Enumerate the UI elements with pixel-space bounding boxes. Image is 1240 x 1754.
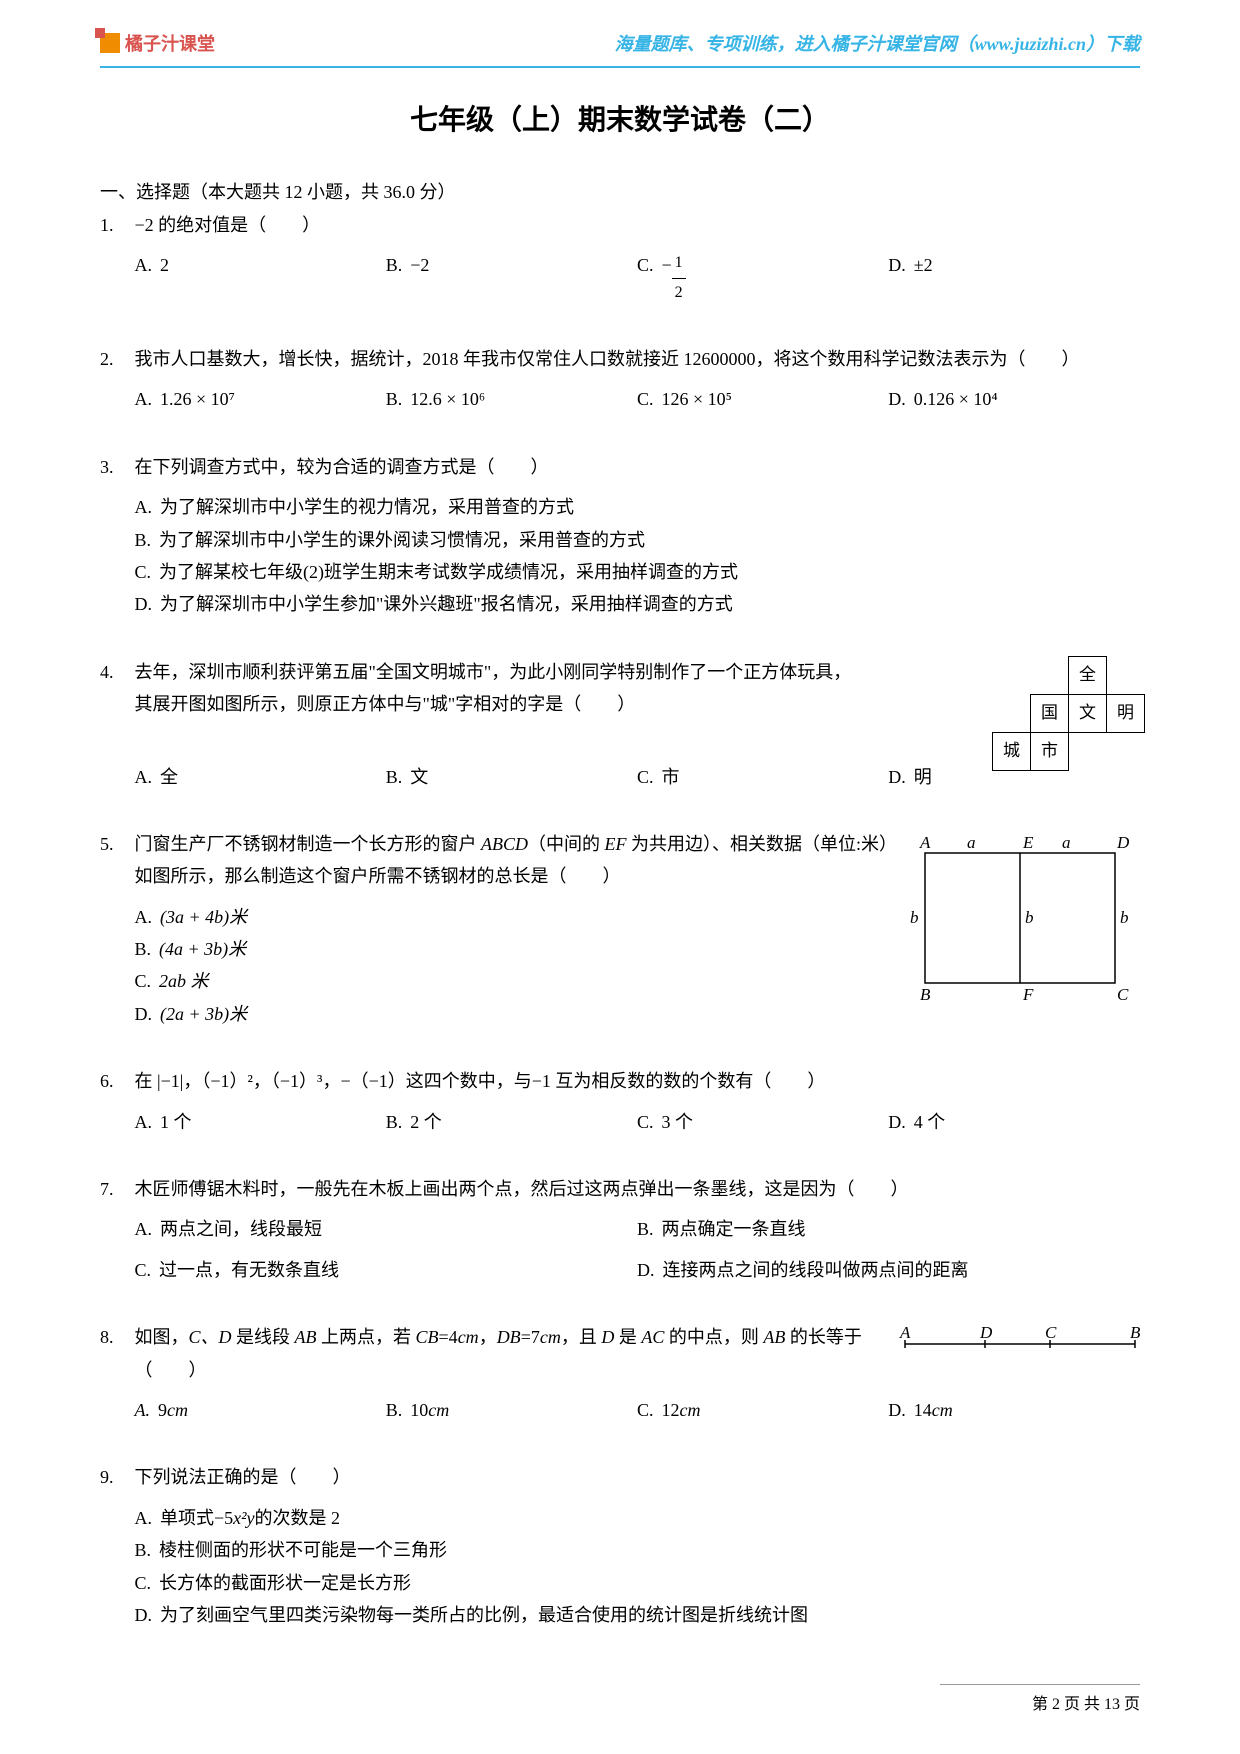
q4-options: A.全 B.文 C.市 D.明 <box>135 761 1140 793</box>
question-9: 9. 下列说法正确的是（ ） A.单项式−5x²y的次数是 2 B.棱柱侧面的形… <box>100 1461 1140 1631</box>
content-body: 七年级（上）期末数学试卷（二） 一、选择题（本大题共 12 小题，共 36.0 … <box>0 98 1240 1631</box>
q3-option-c: C.为了解某校七年级(2)班学生期末考试数学成绩情况，采用抽样调查的方式 <box>135 556 1140 588</box>
question-5: 5. 门窗生产厂不锈钢材制造一个长方形的窗户 ABCD（中间的 EF 为共用边）… <box>100 828 1140 1030</box>
q3-option-b: B.为了解深圳市中小学生的课外阅读习惯情况，采用普查的方式 <box>135 524 1140 556</box>
page-footer: 第 2 页 共 13 页 <box>940 1684 1140 1714</box>
svg-text:a: a <box>967 833 976 852</box>
q7-options-row2: C.过一点，有无数条直线 D.连接两点之间的线段叫做两点间的距离 <box>135 1254 1140 1286</box>
q5-number: 5. <box>100 828 130 860</box>
svg-text:D: D <box>1116 833 1130 852</box>
svg-text:E: E <box>1022 833 1034 852</box>
q7-options-row1: A.两点之间，线段最短 B.两点确定一条直线 <box>135 1213 1140 1245</box>
q8-option-a: A.9cm <box>135 1394 386 1426</box>
q8-option-c: C.12cm <box>637 1394 888 1426</box>
logo: 橘子汁课堂 <box>100 30 215 56</box>
q8-text: 如图，C、D 是线段 AB 上两点，若 CB=4cm，DB=7cm，且 D 是 … <box>135 1321 895 1386</box>
q7-option-d: D.连接两点之间的线段叫做两点间的距离 <box>637 1254 1140 1286</box>
section-1-header: 一、选择题（本大题共 12 小题，共 36.0 分） <box>100 178 1140 204</box>
q2-number: 2. <box>100 343 130 375</box>
q1-option-d: D.±2 <box>888 249 1139 308</box>
q6-option-d: D.4 个 <box>888 1106 1139 1138</box>
q9-text: 下列说法正确的是（ ） <box>135 1467 351 1487</box>
q6-option-a: A.1 个 <box>135 1106 386 1138</box>
q1-option-c: C.−12 <box>637 249 888 308</box>
svg-text:B: B <box>1130 1326 1141 1342</box>
svg-text:C: C <box>1117 985 1129 1004</box>
logo-icon <box>100 33 120 53</box>
question-4: 4. 去年，深圳市顺利获评第五届"全国文明城市"，为此小刚同学特别制作了一个正方… <box>100 656 1140 793</box>
q4-option-a: A.全 <box>135 761 386 793</box>
q3-option-d: D.为了解深圳市中小学生参加"课外兴趣班"报名情况，采用抽样调查的方式 <box>135 588 1140 620</box>
q6-number: 6. <box>100 1065 130 1097</box>
q7-option-a: A.两点之间，线段最短 <box>135 1213 638 1245</box>
svg-text:B: B <box>920 985 931 1004</box>
q7-number: 7. <box>100 1173 130 1205</box>
q6-options: A.1 个 B.2 个 C.3 个 D.4 个 <box>135 1106 1140 1138</box>
q6-text: 在 |−1|，（−1）²，（−1）³，−（−1）这四个数中，与−1 互为相反数的… <box>135 1071 826 1091</box>
q3-options: A.为了解深圳市中小学生的视力情况，采用普查的方式 B.为了解深圳市中小学生的课… <box>135 491 1140 621</box>
header-link-text: 海量题库、专项训练，进入橘子汁课堂官网（www.juzizhi.cn）下载 <box>615 30 1140 56</box>
question-2: 2. 我市人口基数大，增长快，据统计，2018 年我市仅常住人口数就接近 126… <box>100 343 1140 416</box>
q2-option-b: B.12.6 × 10⁶ <box>386 383 637 415</box>
q4-option-c: C.市 <box>637 761 888 793</box>
q1-option-a: A.2 <box>135 249 386 308</box>
q8-option-d: D.14cm <box>888 1394 1139 1426</box>
q4-option-b: B.文 <box>386 761 637 793</box>
q1-number: 1. <box>100 209 130 241</box>
q3-text: 在下列调查方式中，较为合适的调查方式是（ ） <box>135 457 549 477</box>
question-7: 7. 木匠师傅锯木料时，一般先在木板上画出两个点，然后过这两点弹出一条墨线，这是… <box>100 1173 1140 1286</box>
q8-option-b: B.10cm <box>386 1394 637 1426</box>
q2-option-d: D.0.126 × 10⁴ <box>888 383 1139 415</box>
svg-text:a: a <box>1062 833 1071 852</box>
q9-options: A.单项式−5x²y的次数是 2 B.棱柱侧面的形状不可能是一个三角形 C.长方… <box>135 1502 1140 1632</box>
q9-option-a: A.单项式−5x²y的次数是 2 <box>135 1502 1140 1534</box>
q1-option-b: B.−2 <box>386 249 637 308</box>
q6-option-c: C.3 个 <box>637 1106 888 1138</box>
q5-text: 门窗生产厂不锈钢材制造一个长方形的窗户 ABCD（中间的 EF 为共用边）、相关… <box>135 828 895 893</box>
question-6: 6. 在 |−1|，（−1）²，（−1）³，−（−1）这四个数中，与−1 互为相… <box>100 1065 1140 1138</box>
q4-text: 去年，深圳市顺利获评第五届"全国文明城市"，为此小刚同学特别制作了一个正方体玩具… <box>135 656 855 721</box>
q9-number: 9. <box>100 1461 130 1493</box>
q7-option-c: C.过一点，有无数条直线 <box>135 1254 638 1286</box>
question-3: 3. 在下列调查方式中，较为合适的调查方式是（ ） A.为了解深圳市中小学生的视… <box>100 451 1140 621</box>
svg-text:b: b <box>1120 908 1129 927</box>
q1-options: A.2 B.−2 C.−12 D.±2 <box>135 249 1140 308</box>
logo-text: 橘子汁课堂 <box>125 30 215 56</box>
q2-option-c: C.126 × 10⁵ <box>637 383 888 415</box>
q8-number: 8. <box>100 1321 130 1353</box>
q2-options: A.1.26 × 10⁷ B.12.6 × 10⁶ C.126 × 10⁵ D.… <box>135 383 1140 415</box>
page-header: 橘子汁课堂 海量题库、专项训练，进入橘子汁课堂官网（www.juzizhi.cn… <box>100 0 1140 68</box>
q6-option-b: B.2 个 <box>386 1106 637 1138</box>
q9-option-c: C.长方体的截面形状一定是长方形 <box>135 1567 1140 1599</box>
q5-window-diagram: A E D B F C a a b b b <box>895 828 1145 1008</box>
q4-number: 4. <box>100 656 130 688</box>
q2-text: 我市人口基数大，增长快，据统计，2018 年我市仅常住人口数就接近 126000… <box>135 349 1080 369</box>
q7-option-b: B.两点确定一条直线 <box>637 1213 1140 1245</box>
q9-option-b: B.棱柱侧面的形状不可能是一个三角形 <box>135 1534 1140 1566</box>
q7-text: 木匠师傅锯木料时，一般先在木板上画出两个点，然后过这两点弹出一条墨线，这是因为（… <box>135 1179 909 1199</box>
svg-text:b: b <box>910 908 919 927</box>
q2-option-a: A.1.26 × 10⁷ <box>135 383 386 415</box>
q3-option-a: A.为了解深圳市中小学生的视力情况，采用普查的方式 <box>135 491 1140 523</box>
svg-text:b: b <box>1025 908 1034 927</box>
svg-text:D: D <box>979 1326 993 1342</box>
svg-text:A: A <box>919 833 931 852</box>
q1-text: −2 的绝对值是（ ） <box>135 215 321 235</box>
question-8: 8. 如图，C、D 是线段 AB 上两点，若 CB=4cm，DB=7cm，且 D… <box>100 1321 1140 1426</box>
svg-text:F: F <box>1022 985 1034 1004</box>
question-1: 1. −2 的绝对值是（ ） A.2 B.−2 C.−12 D.±2 <box>100 209 1140 308</box>
exam-title: 七年级（上）期末数学试卷（二） <box>100 98 1140 138</box>
svg-text:A: A <box>899 1326 911 1342</box>
q8-options: A.9cm B.10cm C.12cm D.14cm <box>135 1394 1140 1426</box>
svg-text:C: C <box>1045 1326 1057 1342</box>
q9-option-d: D.为了刻画空气里四类污染物每一类所占的比例，最适合使用的统计图是折线统计图 <box>135 1599 1140 1631</box>
q4-cube-net-diagram: 全 国文明 城市 <box>992 656 1145 771</box>
q3-number: 3. <box>100 451 130 483</box>
q8-line-segment-diagram: A D C B <box>895 1326 1145 1356</box>
